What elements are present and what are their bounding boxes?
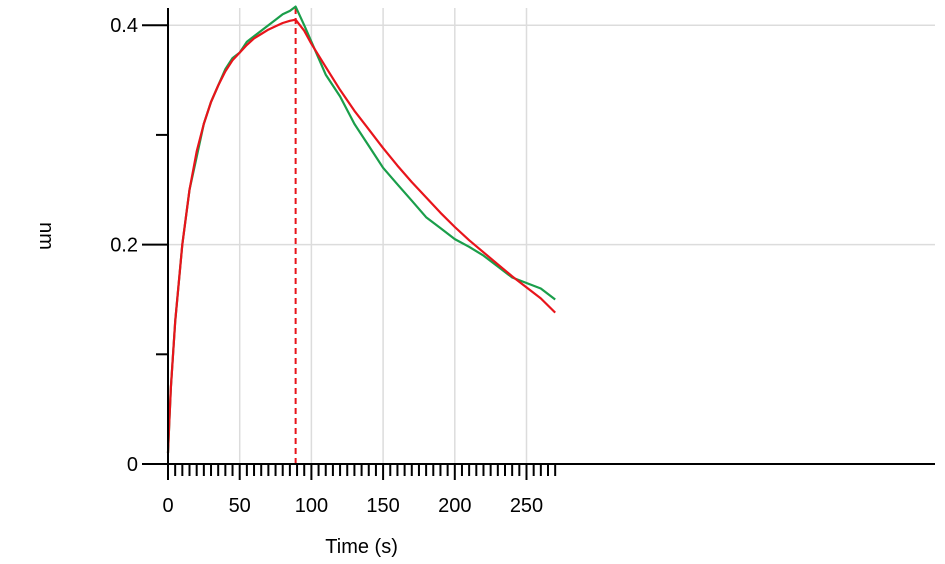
grid (168, 8, 935, 464)
series-line-red (166, 18, 556, 454)
x-axis-label: Time (s) (325, 536, 398, 558)
x-tick-label: 150 (366, 495, 399, 517)
x-tick-label: 250 (510, 495, 543, 517)
y-axis-label: nm (35, 222, 57, 250)
y-tick-label: 0.4 (110, 15, 138, 37)
x-tick-label: 200 (438, 495, 471, 517)
x-tick-label: 50 (229, 495, 251, 517)
y-tick-label: 0 (127, 454, 138, 476)
vertical-markers (167, 8, 297, 464)
x-tick-label: 0 (162, 495, 173, 517)
y-tick-label: 0.2 (110, 235, 138, 257)
series-line-green (166, 5, 556, 454)
series-lines (166, 5, 556, 454)
axes (142, 8, 935, 465)
x-tick-label: 100 (295, 495, 328, 517)
ticks: 0 50 100 150 200 250 0 0.2 0.4 (110, 15, 557, 517)
